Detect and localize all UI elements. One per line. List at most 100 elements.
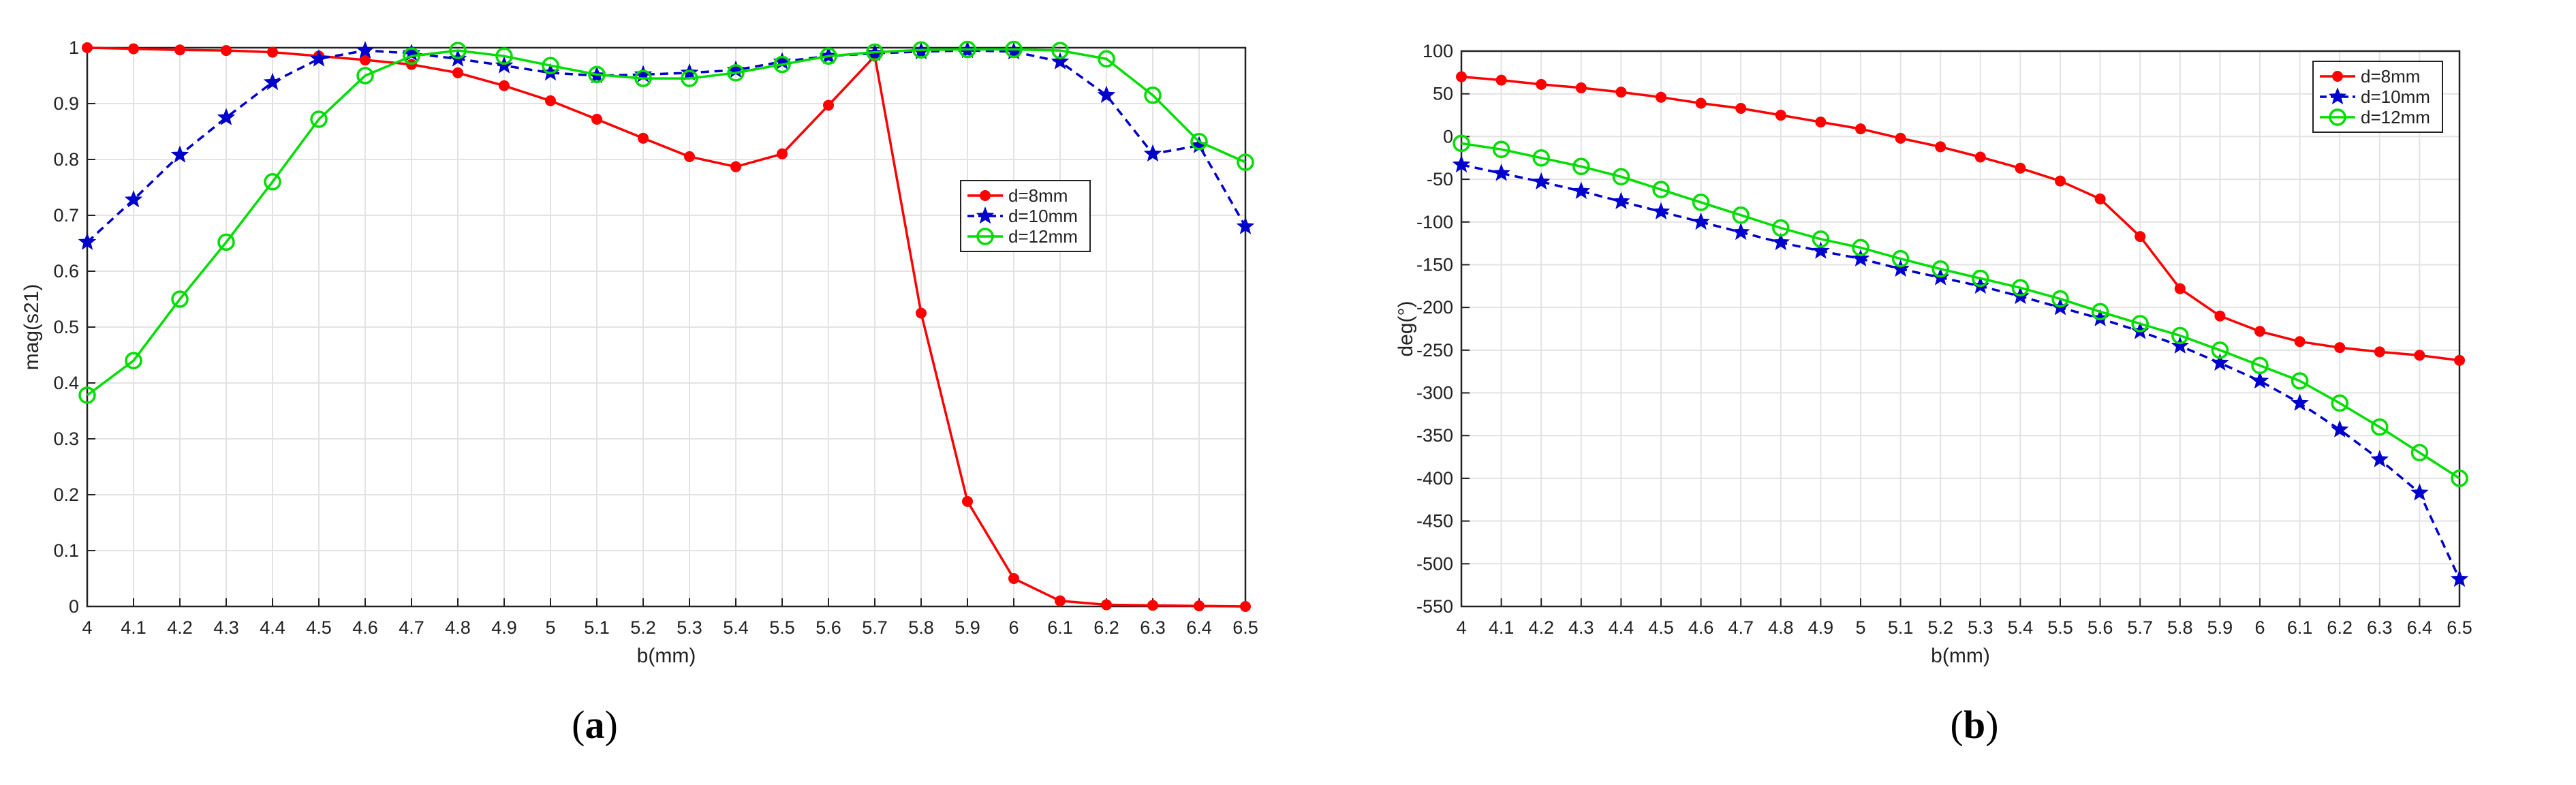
data-point <box>2454 354 2465 366</box>
x-tick-label: 5.4 <box>723 617 749 638</box>
grid <box>87 47 1246 607</box>
x-tick-label: 4.2 <box>167 617 193 638</box>
plot-frame <box>1460 50 2461 608</box>
series-d=8mm <box>82 42 1251 612</box>
data-point <box>2410 483 2429 501</box>
data-point <box>1974 151 1986 163</box>
x-tick-label: 4.5 <box>306 617 332 638</box>
data-point <box>2251 356 2269 375</box>
x-tick-label: 5.5 <box>2047 617 2073 638</box>
data-point <box>1891 259 1910 277</box>
data-point <box>823 99 834 111</box>
data-point <box>1051 42 1069 59</box>
data-point <box>2131 315 2149 333</box>
data-point <box>777 148 788 159</box>
data-point <box>125 352 142 369</box>
data-point <box>1651 202 1671 219</box>
y-tick-label: 0.4 <box>53 373 79 393</box>
x-tick-label: 6.1 <box>2287 617 2313 638</box>
x-tick-label: 5.1 <box>1888 617 1914 638</box>
data-point <box>2291 372 2309 390</box>
y-tick-label: 0.7 <box>53 205 79 226</box>
data-point <box>403 47 420 65</box>
data-point <box>1008 573 1019 584</box>
data-point <box>959 40 976 59</box>
x-tick-label: 4.2 <box>1528 617 1554 638</box>
legend-label: d=8mm <box>1008 185 1068 206</box>
series-line <box>1461 75 2460 362</box>
x-tick-label: 6.1 <box>1047 617 1073 638</box>
data-point <box>1536 78 1547 90</box>
data-point <box>2011 279 2030 297</box>
x-tick-label: 5.2 <box>1927 617 1953 638</box>
series-line <box>87 46 1246 608</box>
x-tick-label: 4.8 <box>445 617 471 638</box>
data-point <box>1004 42 1023 60</box>
data-point <box>591 113 602 125</box>
x-tick-label: 5.8 <box>908 617 934 638</box>
data-point <box>2374 346 2385 358</box>
x-tick-label: 4.5 <box>1648 617 1674 638</box>
y-tick-label: -400 <box>1416 468 1453 489</box>
y-tick-label: -300 <box>1416 383 1453 403</box>
y-tick-label: -450 <box>1416 511 1453 532</box>
y-tick-label: -500 <box>1416 553 1453 574</box>
data-point <box>2451 470 2468 487</box>
data-point <box>2135 231 2146 243</box>
caption-a: (a) <box>572 703 618 747</box>
data-point <box>1456 71 1467 82</box>
data-point <box>634 70 652 87</box>
data-point <box>267 46 278 58</box>
data-point <box>962 495 973 507</box>
data-point <box>495 47 513 65</box>
x-tick-label: 5.2 <box>630 617 656 638</box>
data-point <box>1190 133 1208 151</box>
data-point <box>1695 97 1707 109</box>
data-point <box>78 232 97 250</box>
data-point <box>727 64 745 82</box>
data-point <box>1656 91 1666 103</box>
data-point <box>1972 269 1989 288</box>
y-tick-label: -100 <box>1416 212 1453 232</box>
x-axis-label: b(mm) <box>1931 645 1990 667</box>
data-point <box>1532 149 1550 167</box>
series-line <box>1461 142 2460 480</box>
data-point <box>1852 238 1869 257</box>
y-tick-label: 0 <box>1443 126 1453 147</box>
data-point <box>217 108 236 125</box>
x-tick-label: 5.7 <box>862 617 888 638</box>
y-tick-label: 1 <box>69 37 79 58</box>
data-point <box>309 49 328 67</box>
data-point <box>402 44 421 61</box>
data-point <box>684 151 695 162</box>
data-point <box>1194 600 1205 612</box>
data-point <box>1812 241 1830 259</box>
panel-b: 4 4.1 4.2 4.3 4.4 4.5 4.6 4.7 4.8 4.9 5 5.1 5.2 5.3 5.… <box>1288 0 2576 785</box>
data-point <box>1775 110 1786 121</box>
data-point <box>634 65 653 82</box>
data-point <box>2211 341 2229 359</box>
data-point <box>1147 600 1158 611</box>
data-point <box>1891 249 1910 268</box>
data-point <box>1812 230 1830 248</box>
legend-label: d=8mm <box>2361 66 2420 87</box>
x-tick-label: 6.4 <box>1186 617 1212 638</box>
legend-label: d=10mm <box>1008 206 1078 226</box>
data-point <box>638 132 649 144</box>
y-axis-label: mag(s21) <box>20 284 43 371</box>
data-point <box>1572 181 1591 199</box>
data-point <box>1931 260 1949 278</box>
x-tick-label: 5.4 <box>2008 617 2034 638</box>
data-point <box>1144 86 1162 104</box>
data-point <box>1652 181 1670 198</box>
data-point <box>1098 50 1115 68</box>
data-point <box>912 41 930 59</box>
legend-marker <box>980 190 991 201</box>
data-point <box>356 41 375 59</box>
x-tick-label: 6.4 <box>2407 617 2433 638</box>
data-point <box>773 52 792 70</box>
x-tick-label: 6.2 <box>2327 617 2353 638</box>
x-tick-label: 5.1 <box>584 617 610 638</box>
x-tick-label: 4.6 <box>1688 617 1714 638</box>
